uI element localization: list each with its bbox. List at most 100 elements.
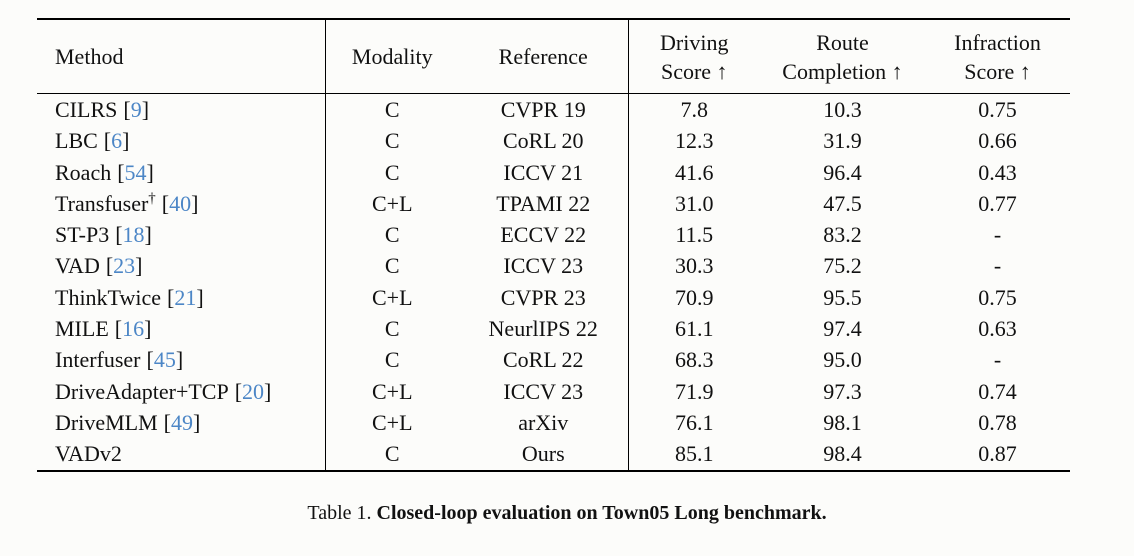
infraction-score-cell: - [993, 253, 1002, 279]
route-completion-cell: 97.3 [823, 378, 862, 404]
method-cell: DriveMLM [49] [37, 407, 325, 438]
citation-link[interactable]: 6 [111, 128, 123, 154]
reference-cell: NeurlIPS 22 [488, 316, 598, 342]
driving-score-cell: 68.3 [627, 344, 760, 376]
method-cell: LBC [6] [37, 125, 325, 156]
driving-score-cell: 85.1 [627, 438, 760, 471]
table-caption: Table 1. Closed-loop evaluation on Town0… [0, 502, 1134, 525]
infraction-score-cell: 0.75 [978, 97, 1017, 122]
modality-cell: C [324, 344, 459, 376]
route-completion-cell: 83.2 [823, 222, 862, 248]
method-name: Transfuser [55, 190, 149, 216]
infraction-score-cell: 0.74 [978, 378, 1017, 404]
method-name: Roach [55, 159, 112, 185]
method-cell: DriveAdapter+TCP [20] [37, 376, 325, 407]
method-cell: ThinkTwice [21] [37, 282, 325, 313]
header-infraction-line2: Score ↑ [964, 58, 1031, 84]
table-row: DriveMLM [49] C+L arXiv 76.1 98.1 0.78 [37, 406, 1070, 439]
column-header-method: Method [37, 19, 325, 94]
citation-link[interactable]: 40 [169, 190, 192, 216]
route-completion-cell: 97.4 [823, 316, 862, 342]
driving-score-cell: 41.6 [627, 156, 760, 188]
header-driving-line2: Score ↑ [660, 58, 728, 84]
table-row: LBC [6] C CoRL 20 12.3 31.9 0.66 [37, 125, 1070, 157]
infraction-score-cell: 0.77 [978, 190, 1017, 216]
route-completion-cell: 95.0 [823, 347, 862, 373]
citation-ref: [18] [115, 222, 152, 248]
modality-cell: C [324, 156, 459, 188]
citation-ref: [54] [117, 159, 154, 185]
header-route-line2: Completion ↑ [782, 58, 903, 84]
infraction-score-cell: - [993, 222, 1002, 248]
infraction-score-cell: 0.87 [978, 441, 1017, 467]
reference-cell: arXiv [518, 409, 569, 435]
modality-cell: C [324, 313, 459, 345]
reference-cell: ICCV 23 [503, 253, 584, 279]
infraction-score-cell: 0.78 [978, 409, 1017, 435]
method-cell: Roach [54] [37, 157, 325, 188]
column-header-infraction-score: Infraction Score ↑ [925, 19, 1070, 94]
reference-cell: TPAMI 22 [496, 190, 591, 216]
citation-ref: [49] [163, 409, 201, 435]
infraction-score-cell: 0.75 [978, 284, 1017, 310]
column-header-modality: Modality [324, 19, 459, 94]
reference-cell: CVPR 23 [500, 284, 586, 310]
citation-link[interactable]: 18 [122, 222, 145, 248]
modality-cell: C+L [324, 406, 459, 439]
table-row: CILRS [9] C CVPR 19 7.8 10.3 0.75 [37, 93, 1070, 126]
method-name: CILRS [55, 97, 118, 122]
caption-prefix: Table 1. [307, 502, 372, 524]
route-completion-cell: 95.5 [823, 284, 862, 310]
route-completion-cell: 47.5 [823, 190, 862, 216]
citation-link[interactable]: 20 [242, 378, 265, 404]
modality-cell: C [324, 93, 459, 126]
table-row: VAD [23] C ICCV 23 30.3 75.2 - [37, 250, 1070, 282]
driving-score-cell: 61.1 [627, 313, 760, 345]
column-header-route-completion: Route Completion ↑ [760, 19, 925, 94]
caption-title: Closed-loop evaluation on Town05 Long be… [376, 502, 827, 524]
route-completion-cell: 98.4 [823, 441, 862, 467]
reference-cell: Ours [521, 441, 565, 467]
table-row: Interfuser [45] C CoRL 22 68.3 95.0 - [37, 344, 1070, 376]
citation-link[interactable]: 54 [124, 159, 147, 185]
header-modality-line1: Modality [351, 44, 433, 69]
citation-ref: [6] [103, 128, 130, 154]
driving-score-cell: 71.9 [627, 375, 760, 407]
method-cell: Interfuser [45] [37, 344, 325, 375]
citation-ref: [16] [114, 316, 152, 342]
column-header-driving-score: Driving Score ↑ [627, 19, 760, 94]
method-cell: ST-P3 [18] [37, 219, 325, 250]
driving-score-cell: 70.9 [627, 281, 760, 314]
driving-score-cell: 11.5 [627, 219, 760, 251]
table-row: ThinkTwice [21] C+L CVPR 23 70.9 95.5 0.7… [37, 281, 1070, 314]
citation-link[interactable]: 16 [122, 316, 145, 342]
driving-score-cell: 30.3 [627, 250, 760, 282]
table-row: Roach [54] C ICCV 21 41.6 96.4 0.43 [37, 156, 1070, 188]
route-completion-cell: 10.3 [823, 97, 862, 122]
method-name: ST-P3 [55, 222, 110, 248]
modality-cell: C+L [324, 281, 459, 314]
citation-link[interactable]: 9 [130, 97, 142, 122]
header-infraction-line1: Infraction [954, 29, 1041, 55]
infraction-score-cell: - [993, 347, 1002, 373]
driving-score-cell: 12.3 [627, 125, 760, 157]
method-name: DriveMLM [55, 409, 158, 435]
table-row: DriveAdapter+TCP [20] C+L ICCV 23 71.9 97… [37, 375, 1070, 407]
infraction-score-cell: 0.63 [978, 316, 1017, 342]
table-row: VADv2 C Ours 85.1 98.4 0.87 [37, 438, 1070, 471]
benchmark-table: Method Modality Reference Driving Score … [37, 18, 1070, 472]
citation-ref: [20] [234, 378, 272, 404]
modality-cell: C+L [324, 187, 459, 220]
citation-link[interactable]: 45 [153, 347, 176, 373]
citation-link[interactable]: 21 [174, 284, 197, 310]
driving-score-cell: 31.0 [627, 187, 760, 220]
method-name: Interfuser [55, 347, 141, 373]
citation-link[interactable]: 49 [170, 409, 193, 435]
method-cell: MILE [16] [37, 313, 325, 344]
method-name: DriveAdapter+TCP [55, 378, 229, 404]
reference-cell: CVPR 19 [500, 97, 586, 122]
citation-link[interactable]: 23 [113, 253, 136, 279]
reference-cell: ECCV 22 [500, 222, 587, 248]
header-method-line1: Method [55, 44, 124, 69]
